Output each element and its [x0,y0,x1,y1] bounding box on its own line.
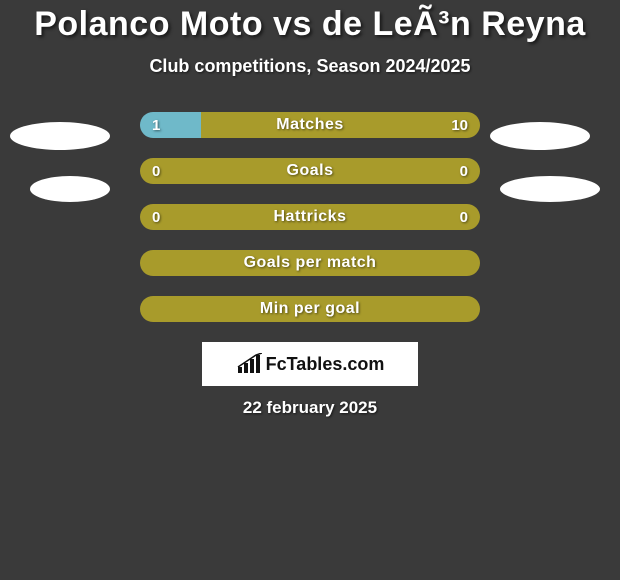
player-ellipse [500,176,600,202]
comparison-card: Polanco Moto vs de LeÃ³n Reyna Club comp… [0,0,620,580]
player-ellipse [490,122,590,150]
stat-label: Min per goal [140,296,480,322]
stat-row: Goals per match [140,250,480,276]
player-ellipse [30,176,110,202]
comparison-date: 22 february 2025 [0,398,620,418]
stat-rows: 110Matches 00Goals 00Hattricks Goals per ma… [140,112,480,322]
stat-label: Hattricks [140,204,480,230]
competition-subtitle: Club competitions, Season 2024/2025 [0,56,620,77]
stat-label: Goals per match [140,250,480,276]
page-title: Polanco Moto vs de LeÃ³n Reyna [0,5,620,44]
stat-row: 110Matches [140,112,480,138]
logo-text: FcTables.com [266,354,385,375]
stat-label: Matches [140,112,480,138]
fctables-logo: FcTables.com [202,342,418,386]
player-ellipse [10,122,110,150]
stat-row: 00Hattricks [140,204,480,230]
stat-label: Goals [140,158,480,184]
bars-icon [236,353,262,375]
stat-row: Min per goal [140,296,480,322]
stat-row: 00Goals [140,158,480,184]
